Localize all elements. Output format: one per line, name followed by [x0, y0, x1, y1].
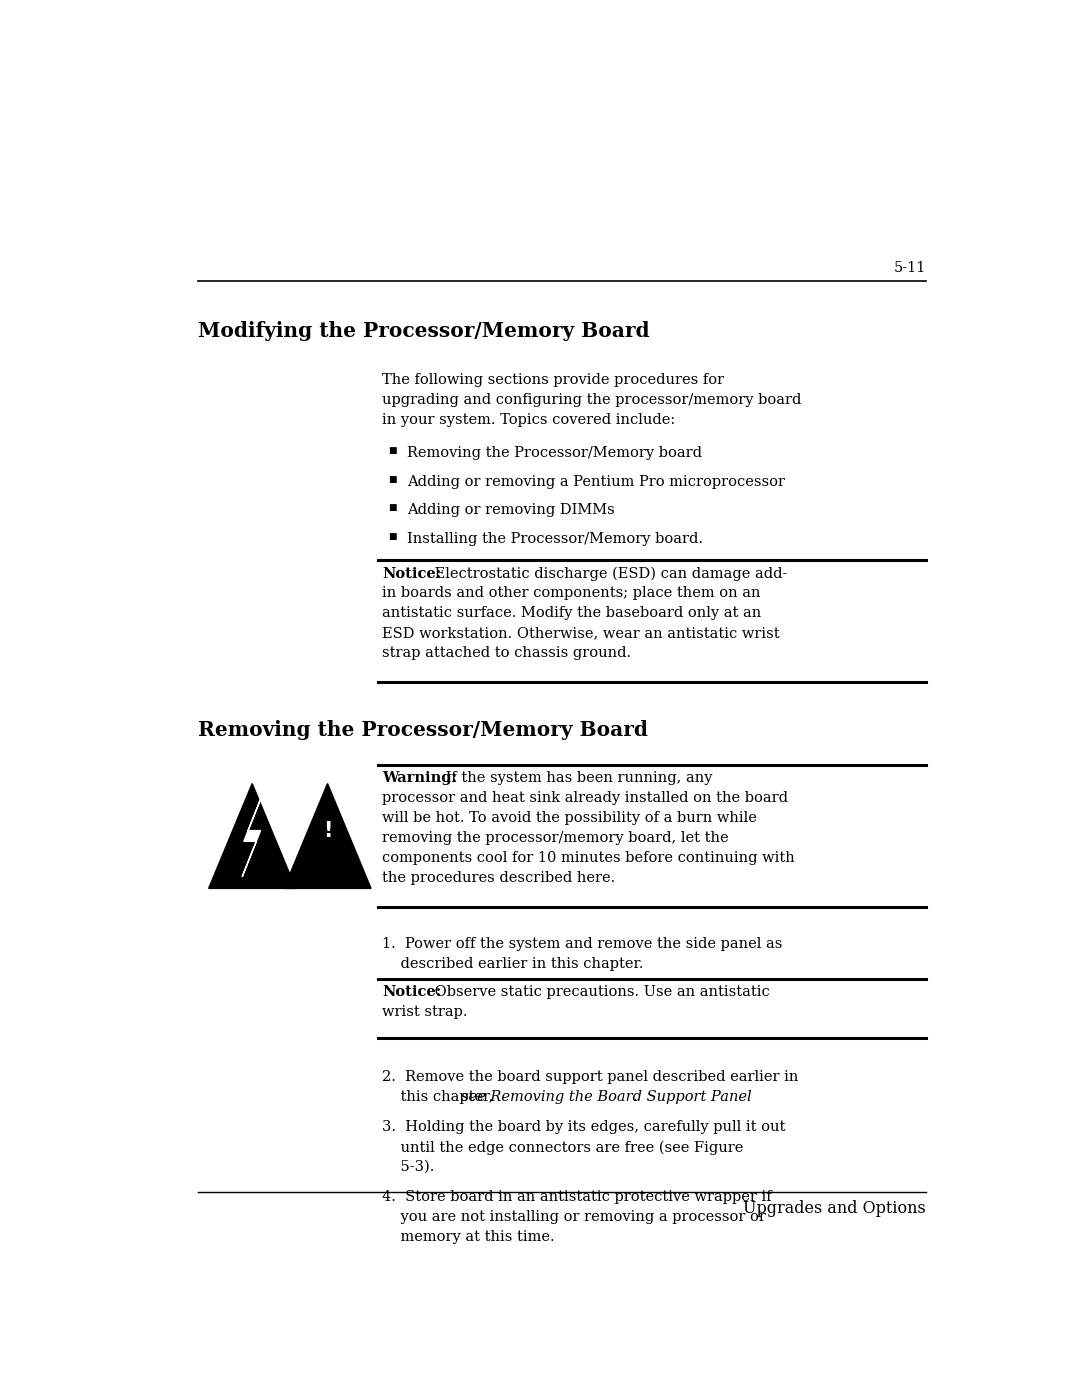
Text: 5-11: 5-11: [893, 261, 926, 275]
Text: Installing the Processor/Memory board.: Installing the Processor/Memory board.: [407, 532, 703, 546]
Polygon shape: [284, 784, 372, 888]
Polygon shape: [208, 784, 296, 888]
Text: this chapter,: this chapter,: [382, 1091, 498, 1105]
Text: wrist strap.: wrist strap.: [382, 1006, 468, 1020]
Text: processor and heat sink already installed on the board: processor and heat sink already installe…: [382, 791, 788, 805]
Text: 2.  Remove the board support panel described earlier in: 2. Remove the board support panel descri…: [382, 1070, 798, 1084]
Text: ■: ■: [389, 532, 397, 541]
Text: in boards and other components; place them on an: in boards and other components; place th…: [382, 587, 760, 601]
Text: Observe static precautions. Use an antistatic: Observe static precautions. Use an antis…: [430, 985, 769, 999]
Text: described earlier in this chapter.: described earlier in this chapter.: [382, 957, 644, 971]
Text: Notice:: Notice:: [382, 567, 441, 581]
Text: you are not installing or removing a processor or: you are not installing or removing a pro…: [382, 1210, 766, 1224]
Text: Removing the Processor/Memory board: Removing the Processor/Memory board: [407, 446, 702, 460]
Text: 1.  Power off the system and remove the side panel as: 1. Power off the system and remove the s…: [382, 937, 782, 951]
Text: until the edge connectors are free (see Figure: until the edge connectors are free (see …: [382, 1140, 743, 1154]
Text: Notice:: Notice:: [382, 985, 441, 999]
Text: ESD workstation. Otherwise, wear an antistatic wrist: ESD workstation. Otherwise, wear an anti…: [382, 626, 780, 640]
Text: Electrostatic discharge (ESD) can damage add-: Electrostatic discharge (ESD) can damage…: [430, 567, 787, 581]
Text: antistatic surface. Modify the baseboard only at an: antistatic surface. Modify the baseboard…: [382, 606, 761, 620]
Text: strap attached to chassis ground.: strap attached to chassis ground.: [382, 645, 631, 661]
Text: in your system. Topics covered include:: in your system. Topics covered include:: [382, 414, 675, 427]
Text: ■: ■: [389, 503, 397, 513]
Text: 4.  Store board in an antistatic protective wrapper if: 4. Store board in an antistatic protecti…: [382, 1190, 771, 1204]
Text: ■: ■: [389, 475, 397, 483]
Text: Adding or removing a Pentium Pro microprocessor: Adding or removing a Pentium Pro micropr…: [407, 475, 785, 489]
Text: Adding or removing DIMMs: Adding or removing DIMMs: [407, 503, 615, 517]
Text: Upgrades and Options: Upgrades and Options: [743, 1200, 926, 1217]
Text: components cool for 10 minutes before continuing with: components cool for 10 minutes before co…: [382, 851, 795, 865]
Text: Warning:: Warning:: [382, 771, 457, 785]
Text: 5-3).: 5-3).: [382, 1160, 434, 1173]
Text: upgrading and configuring the processor/memory board: upgrading and configuring the processor/…: [382, 393, 801, 407]
Text: Modifying the Processor/Memory Board: Modifying the Processor/Memory Board: [198, 321, 649, 341]
Text: Removing the Processor/Memory Board: Removing the Processor/Memory Board: [198, 719, 648, 740]
Text: ■: ■: [389, 446, 397, 454]
Text: If the system has been running, any: If the system has been running, any: [441, 771, 712, 785]
Text: see Removing the Board Support Panel: see Removing the Board Support Panel: [460, 1091, 752, 1105]
Text: memory at this time.: memory at this time.: [382, 1229, 554, 1243]
Text: will be hot. To avoid the possibility of a burn while: will be hot. To avoid the possibility of…: [382, 812, 757, 826]
Text: removing the processor/memory board, let the: removing the processor/memory board, let…: [382, 831, 729, 845]
Text: .: .: [632, 1091, 637, 1105]
Polygon shape: [242, 795, 262, 877]
Text: The following sections provide procedures for: The following sections provide procedure…: [382, 373, 724, 387]
Text: the procedures described here.: the procedures described here.: [382, 870, 616, 884]
Text: 3.  Holding the board by its edges, carefully pull it out: 3. Holding the board by its edges, caref…: [382, 1120, 785, 1134]
Text: !: !: [323, 820, 333, 841]
